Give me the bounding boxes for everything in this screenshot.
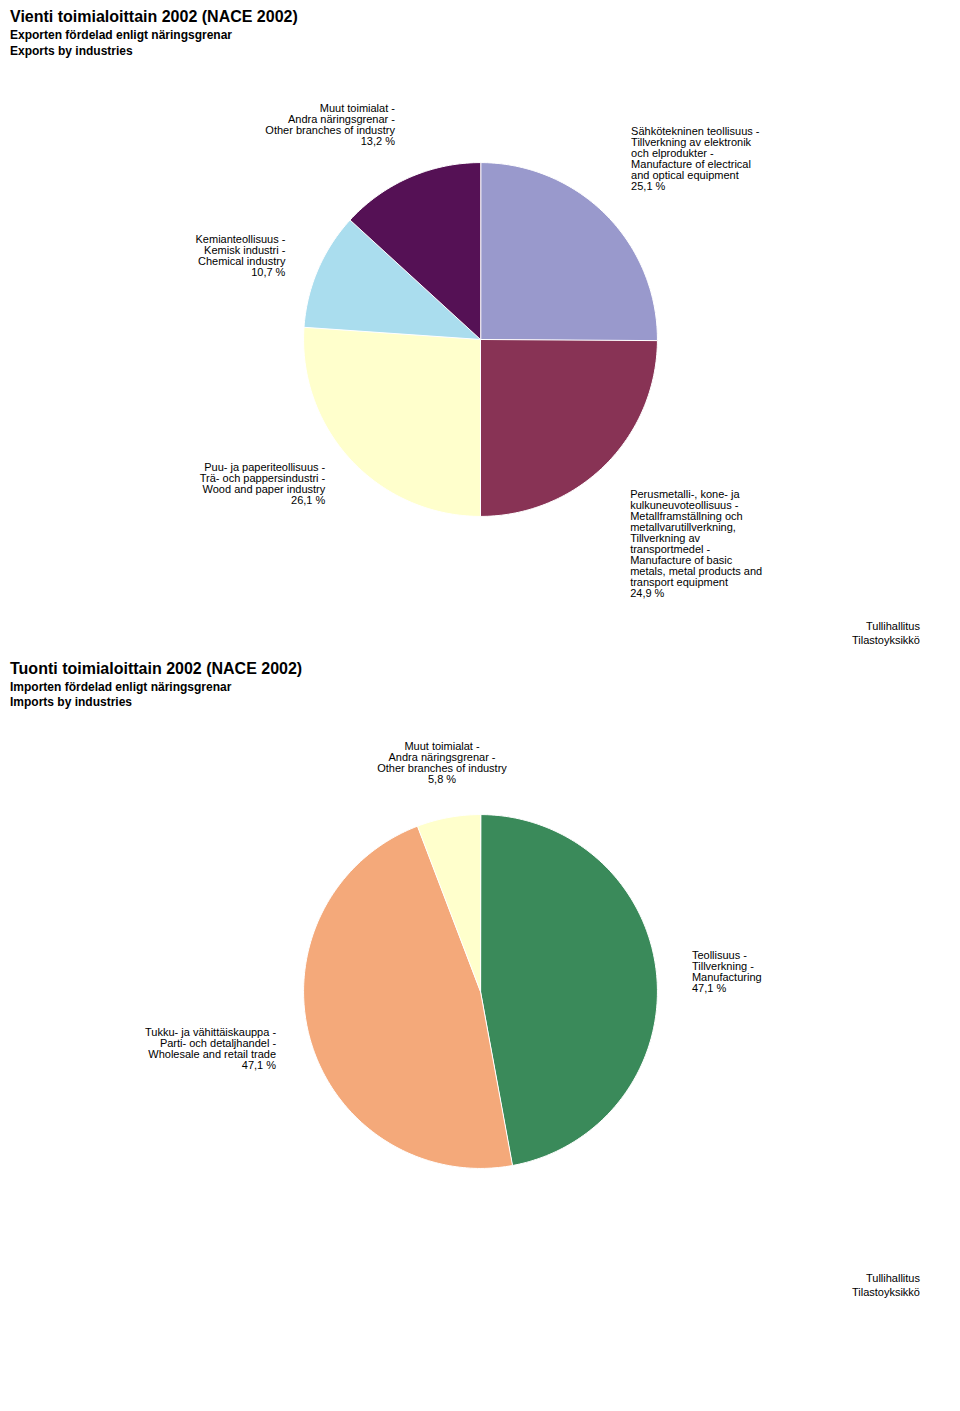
svg-text:Tukku- ja vähittäiskauppa -Par: Tukku- ja vähittäiskauppa -Parti- och de… [145, 1026, 276, 1071]
html-text:Tullihallitus Tilastoyksikkö: Tullihallitus Tilastoyksikkö [851, 620, 920, 647]
svg-text:Muut toimialat -Andra näringsg: Muut toimialat -Andra näringsgrenar -Oth… [265, 102, 395, 147]
svg-text:Kemianteollisuus -Kemisk indus: Kemianteollisuus -Kemisk industri -Chemi… [196, 233, 286, 278]
html-text:Vienti toimialoittain 2002 (NA: Vienti toimialoittain 2002 (NACE 2002) [10, 8, 298, 25]
svg-text:Sähkötekninen teollisuus -Till: Sähkötekninen teollisuus -Tillverkning a… [631, 125, 760, 192]
html-text:Exporten fördelad enligt närin: Exporten fördelad enligt näringsgrenar E… [10, 28, 232, 58]
svg-text:Perusmetalli-, kone- jakulkune: Perusmetalli-, kone- jakulkuneuvoteollis… [630, 488, 762, 599]
svg-text:Teollisuus -Tillverkning -Manu: Teollisuus -Tillverkning -Manufacturing4… [692, 949, 762, 994]
html-text:Tullihallitus Tilastoyksikkö: Tullihallitus Tilastoyksikkö [851, 1272, 920, 1299]
svg-text:Muut toimialat -Andra näringsg: Muut toimialat -Andra näringsgrenar -Oth… [377, 740, 507, 785]
html-text:Importen fördelad enligt närin: Importen fördelad enligt näringsgrenar I… [10, 679, 232, 710]
html-text:Tuonti toimialoittain 2002 (NA: Tuonti toimialoittain 2002 (NACE 2002) [10, 659, 303, 677]
svg-text:Puu- ja paperiteollisuus -Trä-: Puu- ja paperiteollisuus -Trä- och pappe… [200, 462, 326, 507]
